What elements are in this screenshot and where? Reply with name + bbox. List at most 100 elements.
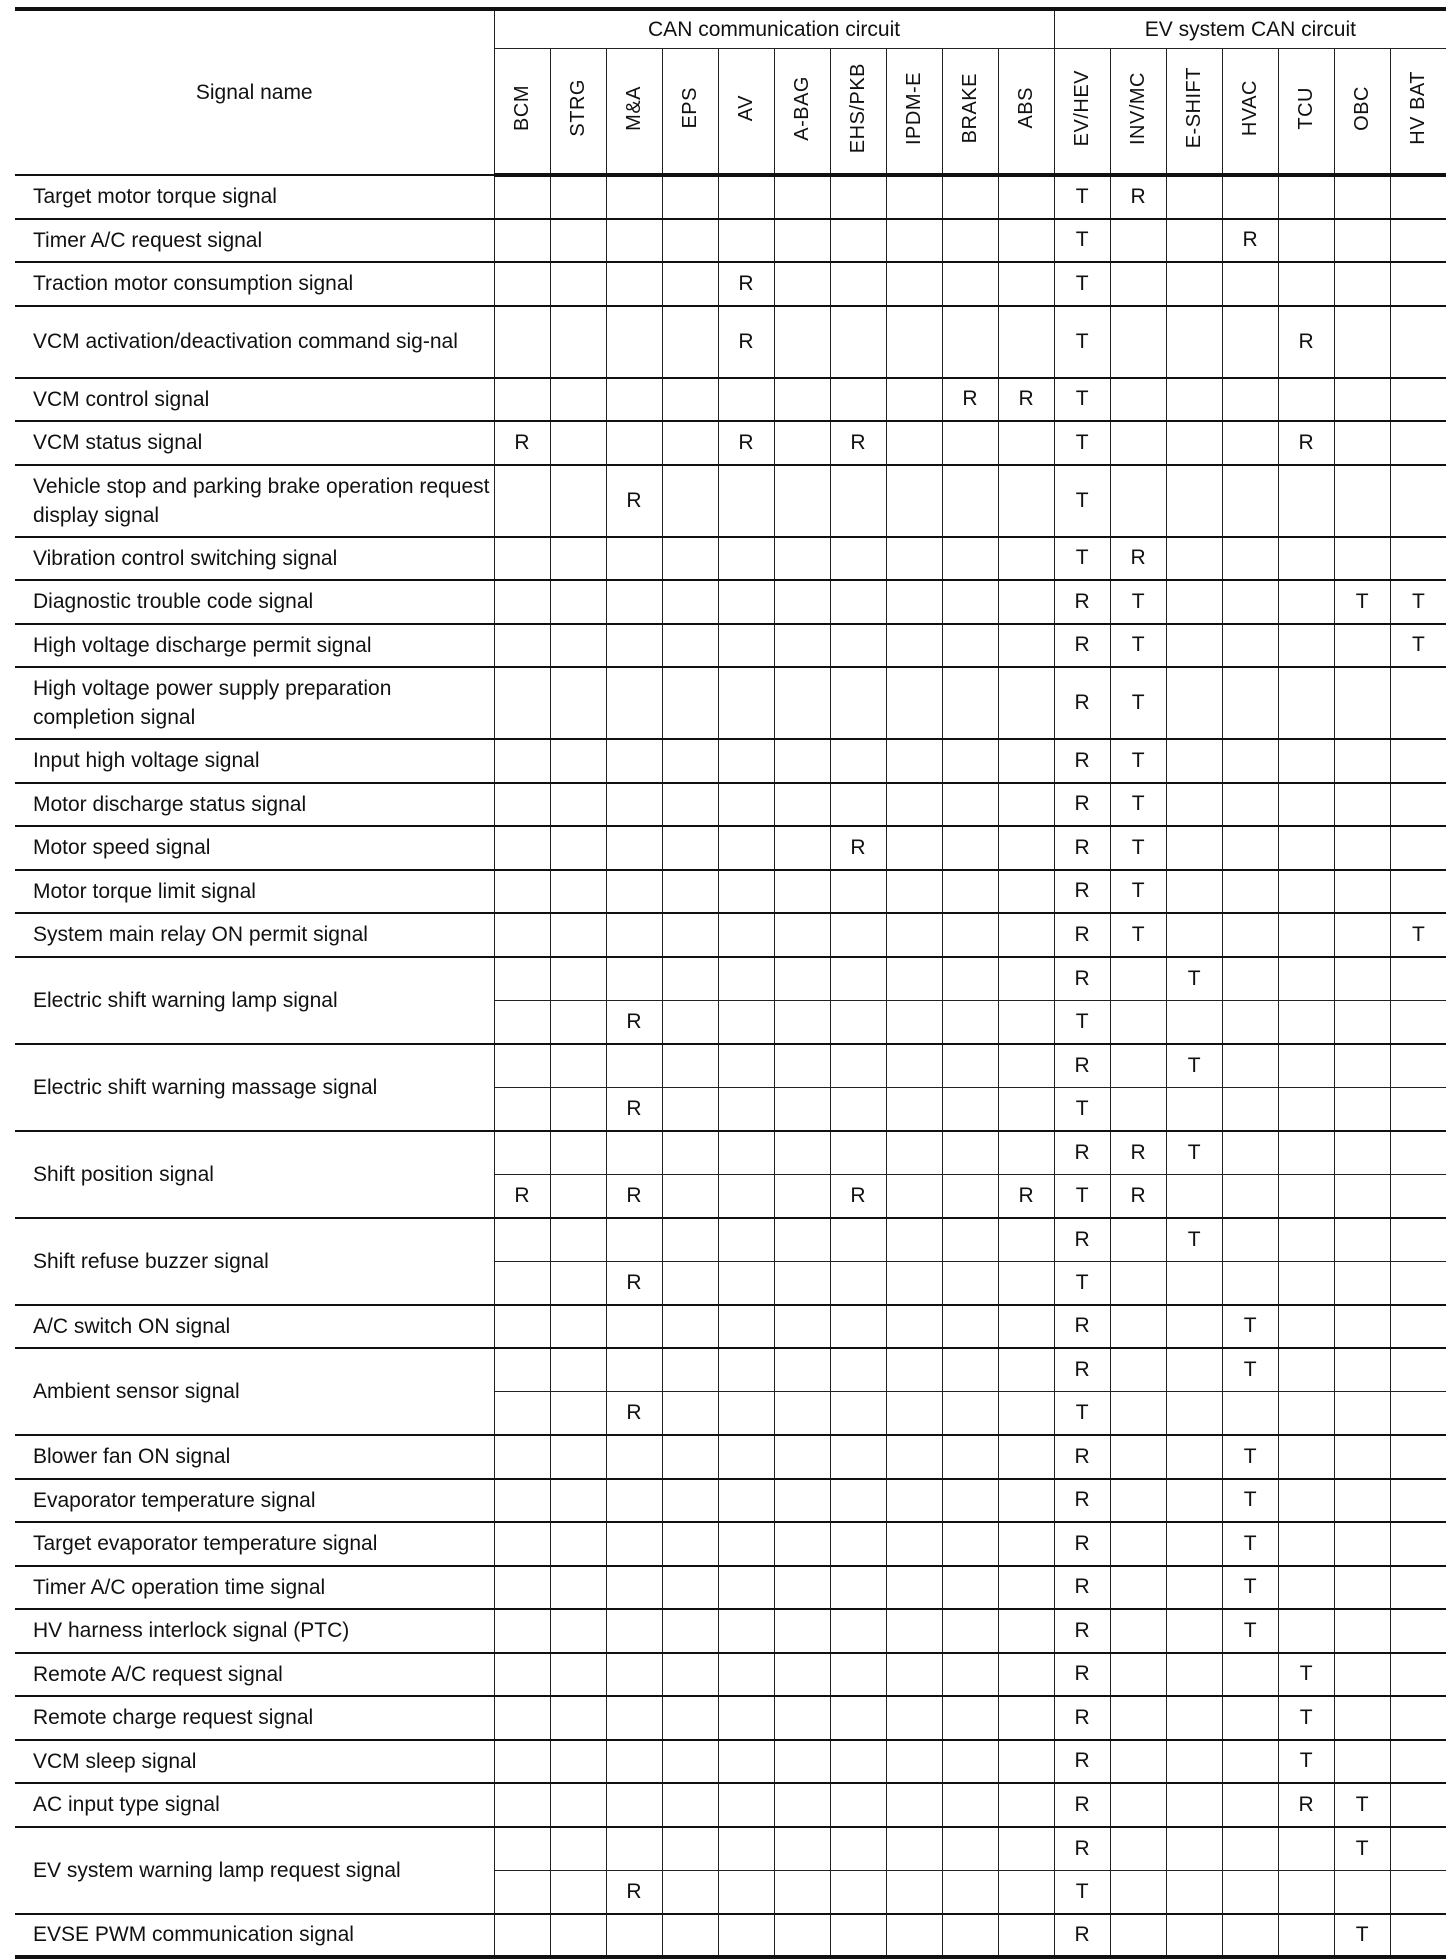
cell-ipdm-e [885, 1260, 943, 1305]
cell-abs [997, 1825, 1055, 1871]
cell-a-bag [773, 955, 831, 1001]
cell-m-a [605, 535, 663, 581]
cell-inv-mc [1109, 1608, 1167, 1653]
cell-strg [549, 781, 607, 827]
cell-brake [941, 1260, 999, 1305]
cell-brake [941, 1825, 999, 1871]
cell-bcm [493, 579, 551, 624]
cell-hv-bat [1389, 304, 1447, 378]
cell-brake [941, 579, 999, 624]
cell-tcu: T [1277, 1695, 1335, 1740]
cell-e-shift [1165, 535, 1223, 581]
cell-e-shift [1165, 1391, 1223, 1436]
cell-hvac [1221, 622, 1279, 668]
signal-name-cell: Diagnostic trouble code signal [15, 579, 495, 624]
cell-strg [549, 1738, 607, 1784]
cell-bcm [493, 1912, 551, 1959]
cell-abs [997, 1651, 1055, 1697]
cell-ehs-pkb [829, 1216, 887, 1262]
column-header-label: STRG [566, 79, 589, 137]
column-header-label: EHS/PKB [846, 62, 869, 154]
cell-av: R [717, 304, 775, 378]
cell-av [717, 738, 775, 783]
cell-bcm [494, 999, 551, 1044]
cell-ipdm-e [885, 1173, 943, 1218]
cell-a-bag [773, 666, 831, 740]
cell-m-a [605, 825, 663, 870]
cell-a-bag [773, 1086, 831, 1131]
cell-tcu [1277, 1608, 1335, 1653]
cell-av [717, 1303, 775, 1349]
cell-ipdm-e [885, 376, 943, 422]
cell-ev-hev: T [1053, 999, 1111, 1044]
table-row: Shift position signal R R T [15, 1129, 1447, 1218]
cell-inv-mc: T [1109, 912, 1167, 957]
cell-ipdm-e [885, 1477, 943, 1523]
cell-tcu [1277, 1521, 1335, 1566]
cell-brake [941, 174, 999, 219]
column-header-ipdm-e: IPDM-E [885, 48, 943, 177]
cell-e-shift [1165, 666, 1223, 740]
cell-e-shift [1165, 1564, 1223, 1610]
table-row: Timer A/C request signal T R [15, 217, 1447, 263]
cell-e-shift [1165, 174, 1223, 219]
cell-tcu [1277, 868, 1335, 914]
cell-av [717, 1782, 775, 1827]
cell-brake [941, 666, 999, 740]
cell-abs [997, 1129, 1055, 1175]
table-row: AC input type signal R R T [15, 1782, 1447, 1827]
cell-m-a [605, 1651, 663, 1697]
cell-m-a: R [605, 1391, 663, 1436]
cell-obc [1333, 1173, 1391, 1218]
cell-bcm [493, 955, 551, 1001]
cell-abs: R [997, 376, 1055, 422]
cell-av [717, 535, 775, 581]
cell-ehs-pkb [829, 261, 887, 306]
cell-ev-hev: R [1053, 1564, 1111, 1610]
cell-abs [997, 1869, 1055, 1914]
cell-m-a [605, 174, 663, 219]
cell-a-bag [773, 1216, 831, 1262]
table-row: Timer A/C operation time signal R T [15, 1564, 1447, 1610]
cell-ehs-pkb [829, 781, 887, 827]
cell-tcu [1277, 738, 1335, 783]
cell-hv-bat [1389, 217, 1447, 263]
cell-brake [941, 955, 999, 1001]
cell-obc [1333, 535, 1391, 581]
cell-ehs-pkb [829, 955, 887, 1001]
cell-ipdm-e [885, 912, 943, 957]
cell-strg [549, 738, 607, 783]
cell-hvac [1221, 1738, 1279, 1784]
cell-ev-hev: T [1053, 376, 1111, 422]
cell-a-bag [773, 738, 831, 783]
cell-ipdm-e [885, 1738, 943, 1784]
cell-inv-mc: R [1109, 1173, 1167, 1218]
signal-name-cell: Motor speed signal [15, 825, 495, 870]
cell-tcu [1277, 1260, 1335, 1305]
signal-name-cell: VCM status signal [15, 420, 495, 465]
cell-a-bag [773, 1738, 831, 1784]
cell-a-bag [773, 1260, 831, 1305]
cell-bcm [493, 304, 551, 378]
cell-bcm [493, 535, 551, 581]
cell-ev-hev: R [1053, 1521, 1111, 1566]
cell-ehs-pkb [829, 999, 887, 1044]
cell-ehs-pkb [829, 1129, 887, 1175]
cell-obc [1333, 376, 1391, 422]
cell-hv-bat [1389, 1434, 1447, 1479]
cell-bcm: R [493, 420, 551, 465]
cell-hvac: T [1221, 1347, 1279, 1392]
cell-ipdm-e [885, 738, 943, 783]
table-row: High voltage power supply preparation co… [15, 666, 1447, 740]
cell-hvac [1221, 912, 1279, 957]
cell-inv-mc [1109, 1347, 1167, 1392]
cell-hvac [1221, 174, 1279, 219]
cell-obc [1333, 1042, 1391, 1088]
cell-tcu: R [1277, 1782, 1335, 1827]
cell-ehs-pkb [829, 622, 887, 668]
cell-abs [997, 463, 1055, 537]
cell-av [717, 217, 775, 263]
cell-tcu [1277, 622, 1335, 668]
cell-a-bag [773, 304, 831, 378]
cell-brake [941, 1521, 999, 1566]
